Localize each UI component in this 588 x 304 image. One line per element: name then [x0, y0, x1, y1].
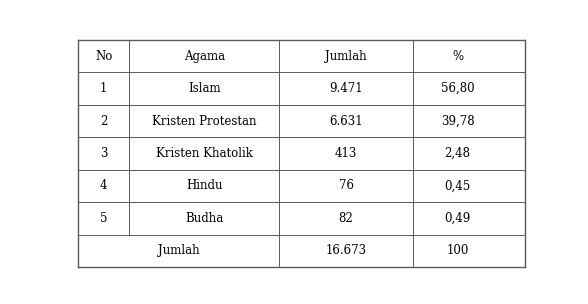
- Text: 100: 100: [446, 244, 469, 257]
- Text: 2,48: 2,48: [445, 147, 470, 160]
- Text: 6.631: 6.631: [329, 115, 363, 128]
- Text: %: %: [452, 50, 463, 63]
- Text: 39,78: 39,78: [441, 115, 475, 128]
- Text: 4: 4: [100, 179, 108, 192]
- Text: Islam: Islam: [188, 82, 220, 95]
- Text: Agama: Agama: [183, 50, 225, 63]
- Text: Kristen Protestan: Kristen Protestan: [152, 115, 256, 128]
- Text: Budha: Budha: [185, 212, 223, 225]
- Text: 5: 5: [100, 212, 108, 225]
- Text: 3: 3: [100, 147, 108, 160]
- Text: Jumlah: Jumlah: [158, 244, 199, 257]
- Text: Kristen Khatolik: Kristen Khatolik: [156, 147, 253, 160]
- Text: No: No: [95, 50, 112, 63]
- Text: 9.471: 9.471: [329, 82, 363, 95]
- Text: 0,45: 0,45: [445, 179, 471, 192]
- Text: 16.673: 16.673: [325, 244, 366, 257]
- Text: Jumlah: Jumlah: [325, 50, 367, 63]
- Text: 2: 2: [100, 115, 108, 128]
- Text: 413: 413: [335, 147, 357, 160]
- Text: 1: 1: [100, 82, 108, 95]
- Text: 76: 76: [339, 179, 353, 192]
- Text: 56,80: 56,80: [441, 82, 475, 95]
- Text: 82: 82: [339, 212, 353, 225]
- Text: 0,49: 0,49: [445, 212, 471, 225]
- Text: Hindu: Hindu: [186, 179, 222, 192]
